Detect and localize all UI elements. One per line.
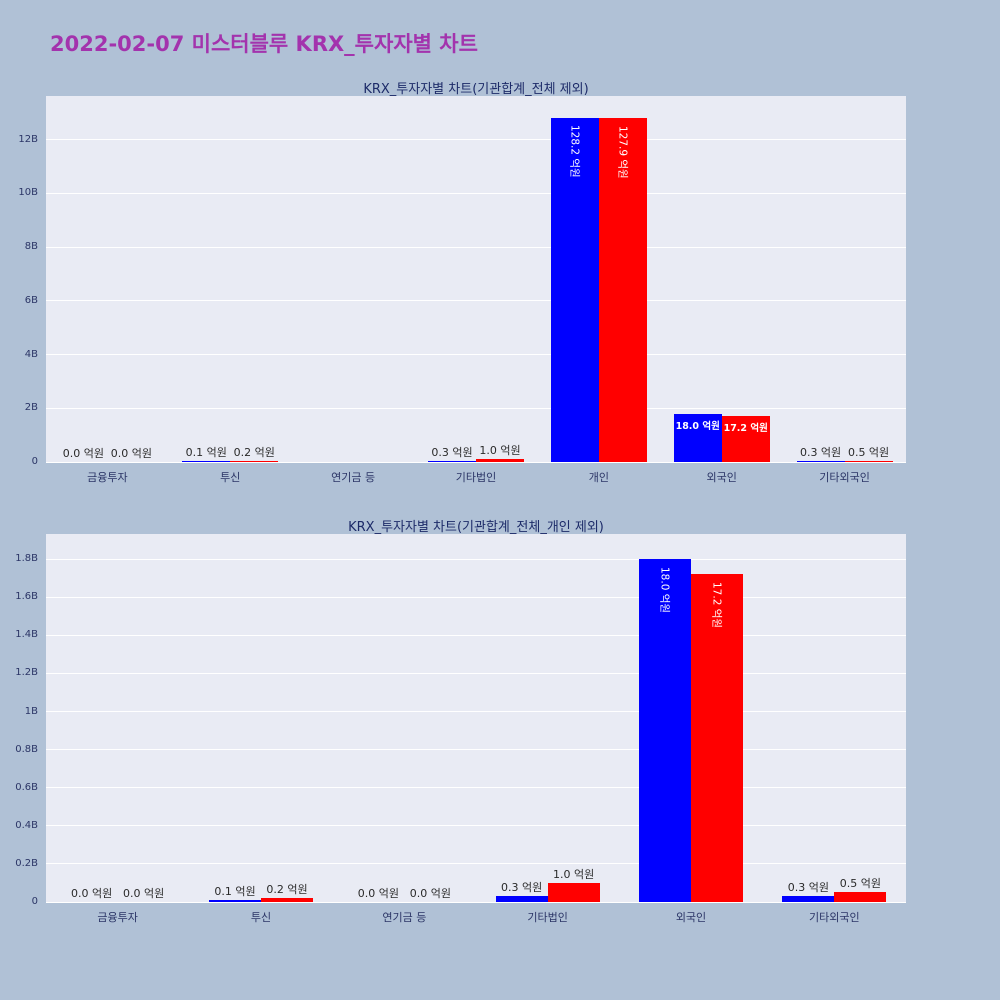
x-axis-category-label: 금융투자 xyxy=(97,911,138,924)
gridline xyxy=(46,139,906,141)
gridline xyxy=(46,787,906,789)
y-axis-tick-label: 8B xyxy=(24,241,38,253)
x-axis-category-label: 투신 xyxy=(220,471,241,484)
gridline xyxy=(46,749,906,751)
y-axis-tick-label: 0.6B xyxy=(15,781,38,793)
chart-title: KRX_투자자별 차트(기관합계_전체_개인 제외) xyxy=(348,520,604,535)
bar-series-red xyxy=(476,459,524,462)
gridline xyxy=(46,825,906,827)
x-axis-category-label: 연기금 등 xyxy=(331,471,376,484)
bar-value-label: 18.0 억원 xyxy=(639,567,691,687)
y-axis-tick-label: 1.8B xyxy=(15,553,38,565)
y-axis-tick-label: 2B xyxy=(24,402,38,414)
bar-value-label-text: 127.9 억원 xyxy=(616,126,629,180)
bar-series-red xyxy=(721,415,770,462)
y-axis-tick-label: 0.4B xyxy=(15,819,38,831)
bar-value-label: 0.3 억원 xyxy=(787,881,829,895)
gridline xyxy=(46,634,906,636)
y-axis-tick-label: 12B xyxy=(18,133,38,145)
bar-series-red xyxy=(691,574,743,902)
bar-value-label-text: 17.2 억원 xyxy=(710,582,723,629)
gridline xyxy=(46,246,906,248)
gridline xyxy=(46,192,906,194)
bar-value-label: 0.2 억원 xyxy=(233,446,275,459)
bar-series-red xyxy=(547,882,600,902)
bar-value-label: 0.5 억원 xyxy=(847,445,890,459)
bar-value-label: 0.2 억원 xyxy=(266,883,308,897)
bar-series-blue xyxy=(639,559,691,902)
bar-value-label: 1.0 억원 xyxy=(479,444,521,458)
bar-series-red xyxy=(844,460,893,462)
gridline xyxy=(46,672,906,674)
page-title: 2022-02-07 미스터블루 KRX_투자자별 차트 xyxy=(50,32,478,56)
y-axis-tick-label: 0 xyxy=(31,456,38,467)
y-axis-tick-label: 1B xyxy=(24,705,38,717)
gridline xyxy=(46,596,906,598)
gridline xyxy=(46,901,906,903)
bar-series-blue xyxy=(550,117,599,462)
bar-value-label: 0.0 억원 xyxy=(357,887,399,900)
gridline xyxy=(46,461,906,463)
bar-value-label: 0.0 억원 xyxy=(123,887,165,900)
chart-excluding-individual: KRX_투자자별 차트(기관합계_전체_개인 제외) 0 0.2B 0.4B 0.6B… xyxy=(15,520,906,924)
bar-value-label: 0.1 억원 xyxy=(214,885,256,899)
x-axis-category-label: 금융투자 xyxy=(87,471,128,484)
bar-series-blue xyxy=(495,896,548,902)
x-axis-category-label: 연기금 등 xyxy=(382,911,427,924)
bar-series-red xyxy=(834,892,887,902)
y-axis-tick-label: 0.2B xyxy=(15,857,38,869)
bar-value-label: 0.0 억원 xyxy=(62,447,105,460)
gridline xyxy=(46,863,906,865)
bar-value-label: 17.2 억원 xyxy=(723,422,768,434)
chart-title: KRX_투자자별 차트(기관합계_전체 제외) xyxy=(363,82,589,97)
gridline xyxy=(46,300,906,302)
bar-value-label: 128.2 억원 xyxy=(551,125,599,245)
x-axis-category-label: 기타외국인 xyxy=(809,911,860,924)
bar-value-label-text: 18.0 억원 xyxy=(658,567,671,614)
bar-series-blue xyxy=(428,461,476,462)
bar-series-red xyxy=(230,461,279,462)
bar-value-label: 18.0 억원 xyxy=(675,420,720,432)
y-axis-tick-label: 0.8B xyxy=(15,743,38,755)
bar-series-blue xyxy=(209,900,261,902)
bar-value-label: 0.0 억원 xyxy=(409,887,451,900)
x-axis-category-label: 기타외국인 xyxy=(819,471,870,484)
y-axis-tick-label: 1.6B xyxy=(15,591,38,603)
bar-value-label: 0.1 억원 xyxy=(185,446,227,459)
x-axis-category-label: 개인 xyxy=(588,471,609,484)
bar-value-label: 0.3 억원 xyxy=(431,446,473,459)
bar-value-label: 0.5 억원 xyxy=(839,877,881,891)
bar-value-label: 0.0 억원 xyxy=(110,447,153,460)
bar-value-label: 1.0 억원 xyxy=(553,867,595,881)
bar-series-red xyxy=(261,898,313,902)
bar-series-blue xyxy=(182,461,231,462)
bar-series-blue xyxy=(796,461,845,462)
bar-series-red xyxy=(598,118,647,462)
gridline xyxy=(46,354,906,355)
y-axis-tick-label: 1.2B xyxy=(15,667,38,679)
x-axis-category-label: 기타법인 xyxy=(527,911,568,924)
x-axis-category-label: 투신 xyxy=(250,911,272,924)
bar-value-label: 127.9 억원 xyxy=(599,126,647,246)
y-axis-tick-label: 6B xyxy=(24,294,38,306)
bar-value-label-text: 128.2 억원 xyxy=(568,125,581,179)
gridline xyxy=(46,407,906,409)
y-axis-tick-label: 1.4B xyxy=(15,629,38,641)
y-axis-tick-label: 10B xyxy=(18,187,38,199)
chart-all-investors: KRX_투자자별 차트(기관합계_전체 제외) 0 2B 4B 6B 8B 10B 12B 금… xyxy=(18,82,906,484)
gridline xyxy=(46,711,906,713)
gridline xyxy=(46,558,906,560)
y-axis-tick-label: 0 xyxy=(31,896,38,907)
x-axis-category-label: 외국인 xyxy=(675,911,707,924)
bar-value-label: 0.3 억원 xyxy=(501,881,543,895)
bar-value-label: 0.0 억원 xyxy=(71,887,113,900)
bar-value-label: 0.3 억원 xyxy=(799,446,842,459)
x-axis-category-label: 기타법인 xyxy=(455,471,497,484)
y-axis-tick-label: 4B xyxy=(24,348,38,360)
bar-series-blue xyxy=(673,413,722,462)
x-axis-category-label: 외국인 xyxy=(706,471,737,484)
bar-series-blue xyxy=(782,896,835,902)
bar-value-label: 17.2 억원 xyxy=(691,582,743,702)
